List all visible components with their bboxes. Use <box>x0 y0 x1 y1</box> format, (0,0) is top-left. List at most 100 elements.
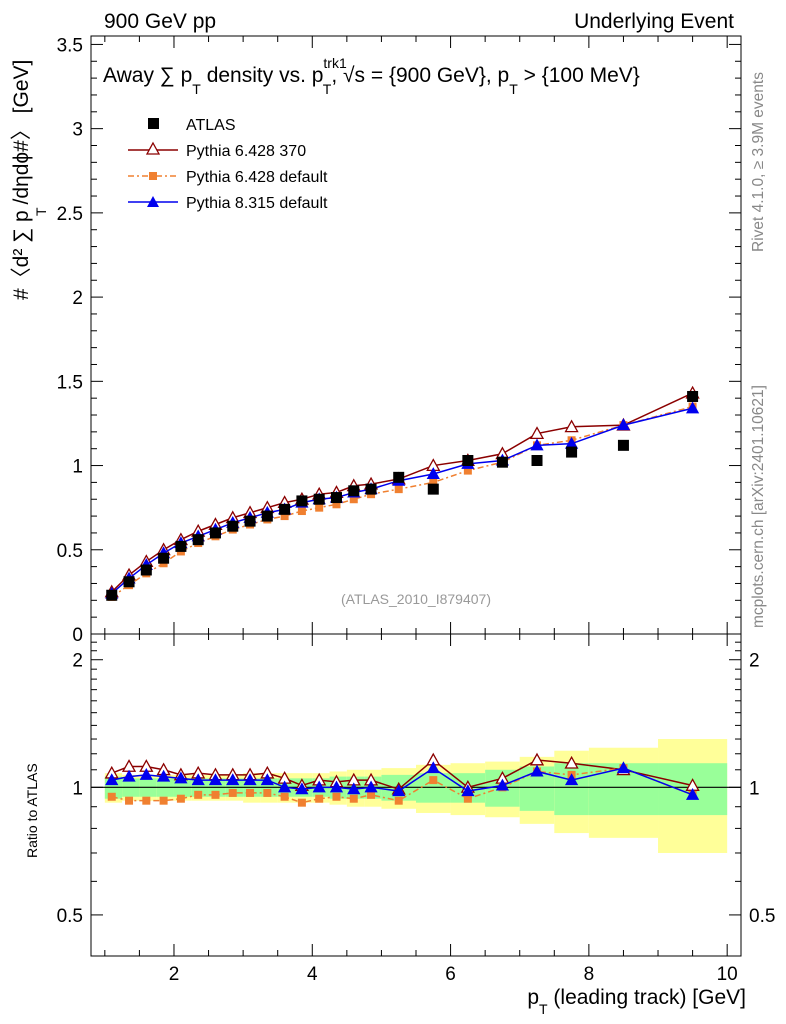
ratio-point-py6_def <box>228 788 237 797</box>
main-point-atlas <box>330 492 342 504</box>
main-point-atlas <box>158 552 170 564</box>
main-point-atlas <box>175 540 187 552</box>
ratio-panel: 0.5 0.5 1 1 2 2 <box>57 633 775 957</box>
ratio-point-py6_def <box>349 794 358 803</box>
main-point-atlas <box>192 534 204 546</box>
header-left: 900 GeV pp <box>104 10 216 33</box>
ratio-y-tick-label-right: 2 <box>749 651 760 672</box>
title-main: Away ∑ p <box>103 64 192 87</box>
ratio-y-tick-label: 2 <box>72 651 83 672</box>
main-line-py8_def <box>111 407 693 595</box>
ratio-point-py8_def <box>243 773 257 786</box>
ratio-point-py8_def <box>105 773 119 786</box>
y-tick-label: 2 <box>72 288 83 309</box>
legend-py6-def-marker <box>149 172 157 180</box>
main-point-atlas <box>462 454 474 466</box>
ratio-point-py8_def <box>426 761 440 774</box>
main-point-atlas <box>296 495 308 507</box>
y-axis-label-text: #〈d² ∑ p /dηdϕ#〉 [GeV] <box>10 60 33 300</box>
main-point-py8_def <box>616 418 631 431</box>
main-point-py6_def <box>315 503 324 512</box>
ratio-y-tick-label: 0.5 <box>57 906 83 927</box>
ratio-point-py8_def <box>157 769 171 782</box>
title-rest1: density vs. p <box>201 64 324 87</box>
ratio-point-py8_def <box>364 780 378 793</box>
ratio-y-label: Ratio to ATLAS <box>24 763 40 858</box>
main-point-atlas <box>313 493 325 505</box>
y-tick-label: 3.5 <box>57 35 83 56</box>
main-point-atlas <box>496 456 508 468</box>
legend-py8-def-marker <box>147 196 159 207</box>
legend-py8-def: Pythia 8.315 default <box>186 195 328 212</box>
title-trk: trk1 <box>323 55 347 71</box>
header-right: Underlying Event <box>574 10 734 33</box>
ratio-point-py6_def <box>194 790 203 799</box>
x-tick-labels: 2 4 6 8 10 <box>169 964 738 985</box>
ratio-point-py6_def <box>280 792 289 801</box>
title-pt-sub: T <box>509 81 518 97</box>
ratio-point-py8_def <box>312 780 326 793</box>
x-tick-label: 10 <box>717 964 738 985</box>
x-tick-label: 4 <box>307 964 318 985</box>
main-point-atlas <box>123 576 135 588</box>
ratio-point-py8_def <box>278 780 292 793</box>
ratio-point-py8_def <box>392 784 406 797</box>
ratio-y-tick-label: 1 <box>72 778 83 799</box>
y-axis-label-sub: T <box>33 207 49 216</box>
ratio-point-py8_def <box>191 773 205 786</box>
main-point-atlas <box>393 471 405 483</box>
ratio-point-py6_def <box>315 794 324 803</box>
title-rest2: , √s = {900 GeV}, p <box>331 64 509 87</box>
main-point-atlas <box>227 520 239 532</box>
y-tick-label: 1 <box>72 457 83 478</box>
legend-py6-370-marker <box>145 141 161 155</box>
title-sub: T <box>192 81 201 97</box>
ratio-point-py6_def <box>246 788 255 797</box>
ratio-point-py8_def <box>260 773 274 786</box>
title-rest3: > {100 MeV} <box>518 64 640 87</box>
ratio-point-py8_def <box>347 782 361 795</box>
ratio-point-py6_def <box>125 796 134 805</box>
ratio-point-py6_def <box>159 796 168 805</box>
ratio-point-py6_def <box>263 788 272 797</box>
x-tick-label: 8 <box>584 964 595 985</box>
main-series <box>104 385 700 601</box>
ratio-point-py8_def <box>122 769 136 782</box>
ratio-point-py6_def <box>332 792 341 801</box>
main-point-atlas <box>106 589 118 601</box>
ratio-point-py6_def <box>394 796 403 805</box>
ratio-point-py8_def <box>530 764 544 777</box>
title-trk-sub: T <box>323 81 332 97</box>
ratio-series <box>104 752 700 807</box>
ratio-point-py6_370 <box>564 755 579 769</box>
legend-py6-370: Pythia 6.428 370 <box>186 143 306 160</box>
main-point-py6_def <box>349 495 358 504</box>
ratio-point-py8_def <box>329 780 344 793</box>
x-label-rest: (leading track) [GeV] <box>548 986 746 1009</box>
main-point-py6_370 <box>564 419 579 433</box>
ratio-point-py8_def <box>564 773 579 786</box>
ratio-point-py6_def <box>297 798 306 807</box>
main-point-atlas <box>244 515 256 527</box>
main-point-atlas <box>209 527 221 539</box>
main-point-py6_def <box>429 478 438 487</box>
ratio-point-py8_def <box>226 773 240 786</box>
ratio-point-py8_def <box>495 778 510 791</box>
x-label-p: p <box>527 986 539 1009</box>
x-tick-label: 6 <box>445 964 456 985</box>
main-point-atlas <box>261 510 273 522</box>
main-point-py6_def <box>394 485 403 494</box>
ratio-point-py6_def <box>211 790 220 799</box>
plot-title: Away ∑ pT density vs. ptrk1 T, √s = {900 … <box>103 55 640 97</box>
main-point-py6_def <box>332 500 341 509</box>
main-point-py6_def <box>463 466 472 475</box>
legend-atlas-marker <box>148 118 159 129</box>
legend: ATLAS Pythia 6.428 370 Pythia 6.428 defa… <box>128 117 328 212</box>
main-point-atlas <box>279 503 291 515</box>
mcplots-label: mcplots.cern.ch [arXiv:2401.10621] <box>750 385 767 628</box>
ratio-axis-ticks: 0.5 0.5 1 1 2 2 <box>57 634 775 956</box>
main-point-atlas <box>348 485 360 497</box>
main-point-py8_def <box>685 401 700 414</box>
ratio-y-tick-label-right: 1 <box>749 778 760 799</box>
